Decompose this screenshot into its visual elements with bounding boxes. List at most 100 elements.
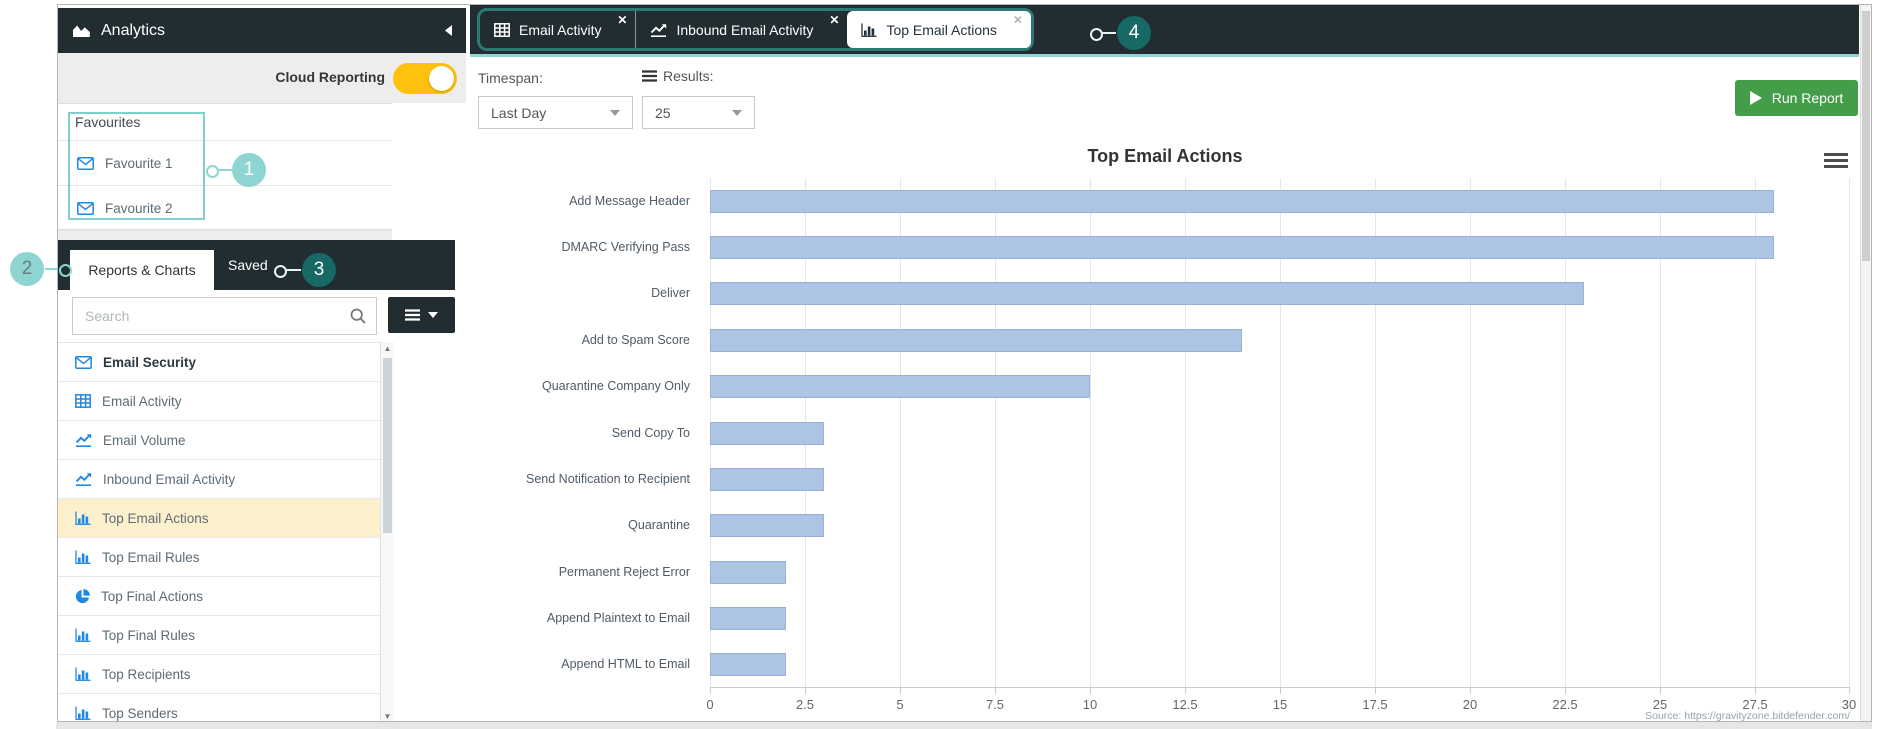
bar-chart-icon	[75, 667, 91, 681]
list-item-inbound-email-activity[interactable]: Inbound Email Activity	[58, 460, 380, 499]
chart-category-labels: Add Message Header DMARC Verifying Pass De…	[470, 178, 690, 688]
tab-saved[interactable]: Saved	[228, 257, 268, 273]
run-report-button[interactable]: Run Report	[1735, 80, 1858, 116]
axis-tick	[1470, 688, 1471, 694]
bar-chart-icon	[75, 550, 91, 564]
sidebar-tab-bar: Reports & Charts Saved	[58, 240, 455, 290]
chart-category-label: Permanent Reject Error	[558, 565, 690, 579]
list-item-top-recipients[interactable]: Top Recipients	[58, 655, 380, 694]
search-input-wrap	[72, 297, 377, 335]
envelope-icon	[75, 355, 92, 369]
chart-category-label: Add Message Header	[569, 194, 690, 208]
list-item-top-senders[interactable]: Top Senders	[58, 694, 380, 723]
axis-tick	[1185, 688, 1186, 694]
bar-dmarc-verifying-pass	[710, 236, 1774, 259]
sidebar-divider	[58, 231, 392, 240]
cloud-reporting-toggle[interactable]	[393, 63, 457, 94]
vertical-scrollbar[interactable]	[1860, 5, 1871, 721]
list-item-top-email-rules[interactable]: Top Email Rules	[58, 538, 380, 577]
axis-tick	[805, 688, 806, 694]
scroll-up-icon[interactable]: ▲	[383, 344, 392, 353]
envelope-icon	[77, 156, 94, 170]
chart-gridline	[1375, 178, 1376, 687]
close-tab-icon[interactable]: ✕	[617, 13, 628, 27]
open-tab-label: Top Email Actions	[886, 21, 997, 38]
axis-tick-label: 22.5	[1552, 697, 1578, 712]
list-item-email-activity[interactable]: Email Activity	[58, 382, 380, 421]
axis-tick	[900, 688, 901, 694]
list-item-label: Top Email Actions	[102, 510, 209, 526]
bar-send-notification-to-recipient	[710, 468, 824, 491]
open-tab-email-activity[interactable]: Email Activity ✕	[480, 11, 635, 48]
axis-tick-label: 17.5	[1362, 697, 1388, 712]
chart-gridline	[900, 178, 901, 687]
list-item-label: Top Final Rules	[102, 627, 196, 643]
table-icon	[75, 394, 91, 408]
bar-chart-icon	[861, 23, 877, 37]
open-tabs-group: Email Activity ✕ Inbound Email Activity ✕ To…	[477, 8, 1034, 51]
bar-chart-icon	[75, 511, 91, 525]
bar-chart-icon	[75, 706, 91, 720]
timespan-select[interactable]: Last Day	[478, 96, 633, 129]
list-item-label: Top Final Actions	[101, 588, 204, 604]
annotation-circle-4: 4	[1117, 16, 1151, 50]
list-item-top-final-actions[interactable]: Top Final Actions	[58, 577, 380, 616]
search-row	[58, 290, 455, 342]
axis-tick-label: 5	[896, 697, 904, 712]
sidebar-scrollbar[interactable]: ▲ ▼	[380, 342, 394, 723]
list-item-label: Email Activity	[102, 393, 182, 409]
favourite-item-favourite-1[interactable]: Favourite 1	[58, 141, 392, 186]
chart-category-label: DMARC Verifying Pass	[561, 240, 690, 254]
annotation-ring-4	[1090, 28, 1103, 41]
annotation-line-2	[45, 268, 58, 270]
list-item-email-volume[interactable]: Email Volume	[58, 421, 380, 460]
list-item-top-email-actions[interactable]: Top Email Actions	[58, 499, 380, 538]
list-item-label: Top Email Rules	[102, 549, 200, 565]
axis-tick-label: 15	[1272, 697, 1288, 712]
axis-tick-label: 2.5	[795, 697, 815, 712]
close-tab-icon[interactable]: ✕	[1012, 13, 1023, 27]
open-tab-top-email-actions[interactable]: Top Email Actions ✕	[847, 11, 1031, 48]
list-item-email-security[interactable]: Email Security	[58, 343, 380, 382]
chart-gridline	[995, 178, 996, 687]
scrollbar-thumb[interactable]	[1862, 11, 1870, 261]
tab-reports-and-charts[interactable]: Reports & Charts	[70, 250, 214, 290]
list-item-label: Top Recipients	[102, 666, 191, 682]
results-select[interactable]: 25	[642, 96, 755, 129]
axis-tick-label: 27.5	[1742, 697, 1768, 712]
sidebar-collapse-button[interactable]	[445, 25, 452, 36]
chart-category-label: Quarantine	[628, 518, 690, 532]
favourite-item-favourite-2[interactable]: Favourite 2	[58, 186, 392, 231]
line-chart-icon	[75, 433, 92, 447]
search-input[interactable]	[73, 308, 350, 324]
chart-category-label: Add to Spam Score	[581, 333, 690, 347]
open-tab-label: Email Activity	[519, 21, 602, 38]
axis-tick-label: 0	[706, 697, 714, 712]
cloud-reporting-bar: Cloud Reporting	[58, 53, 466, 103]
chart-gridline	[1660, 178, 1661, 687]
annotation-ring-2	[59, 264, 72, 277]
open-tab-inbound-email-activity[interactable]: Inbound Email Activity ✕	[635, 11, 847, 48]
list-item-top-final-rules[interactable]: Top Final Rules	[58, 616, 380, 655]
hamburger-icon	[405, 309, 420, 321]
bar-chart-icon	[75, 628, 91, 642]
horizontal-scrollbar[interactable]	[56, 722, 1872, 729]
annotation-ring-1	[206, 165, 219, 178]
axis-tick	[1375, 688, 1376, 694]
annotation-ring-3	[274, 265, 287, 278]
sidebar-header: Analytics	[58, 8, 466, 53]
chart-category-label: Append Plaintext to Email	[546, 611, 690, 625]
chart-category-label: Send Notification to Recipient	[526, 472, 690, 486]
axis-tick	[1090, 688, 1091, 694]
list-filter-button[interactable]	[388, 297, 455, 333]
chart-menu-icon[interactable]	[1824, 153, 1848, 171]
close-tab-icon[interactable]: ✕	[829, 13, 840, 27]
scroll-down-icon[interactable]: ▼	[383, 712, 392, 721]
bar-add-message-header	[710, 190, 1774, 213]
open-tab-label: Inbound Email Activity	[676, 21, 814, 38]
caret-down-icon	[428, 312, 438, 318]
scrollbar-thumb[interactable]	[383, 358, 392, 533]
play-icon	[1749, 91, 1762, 105]
report-list: Email Security Email Activity Email Volume…	[58, 342, 380, 723]
